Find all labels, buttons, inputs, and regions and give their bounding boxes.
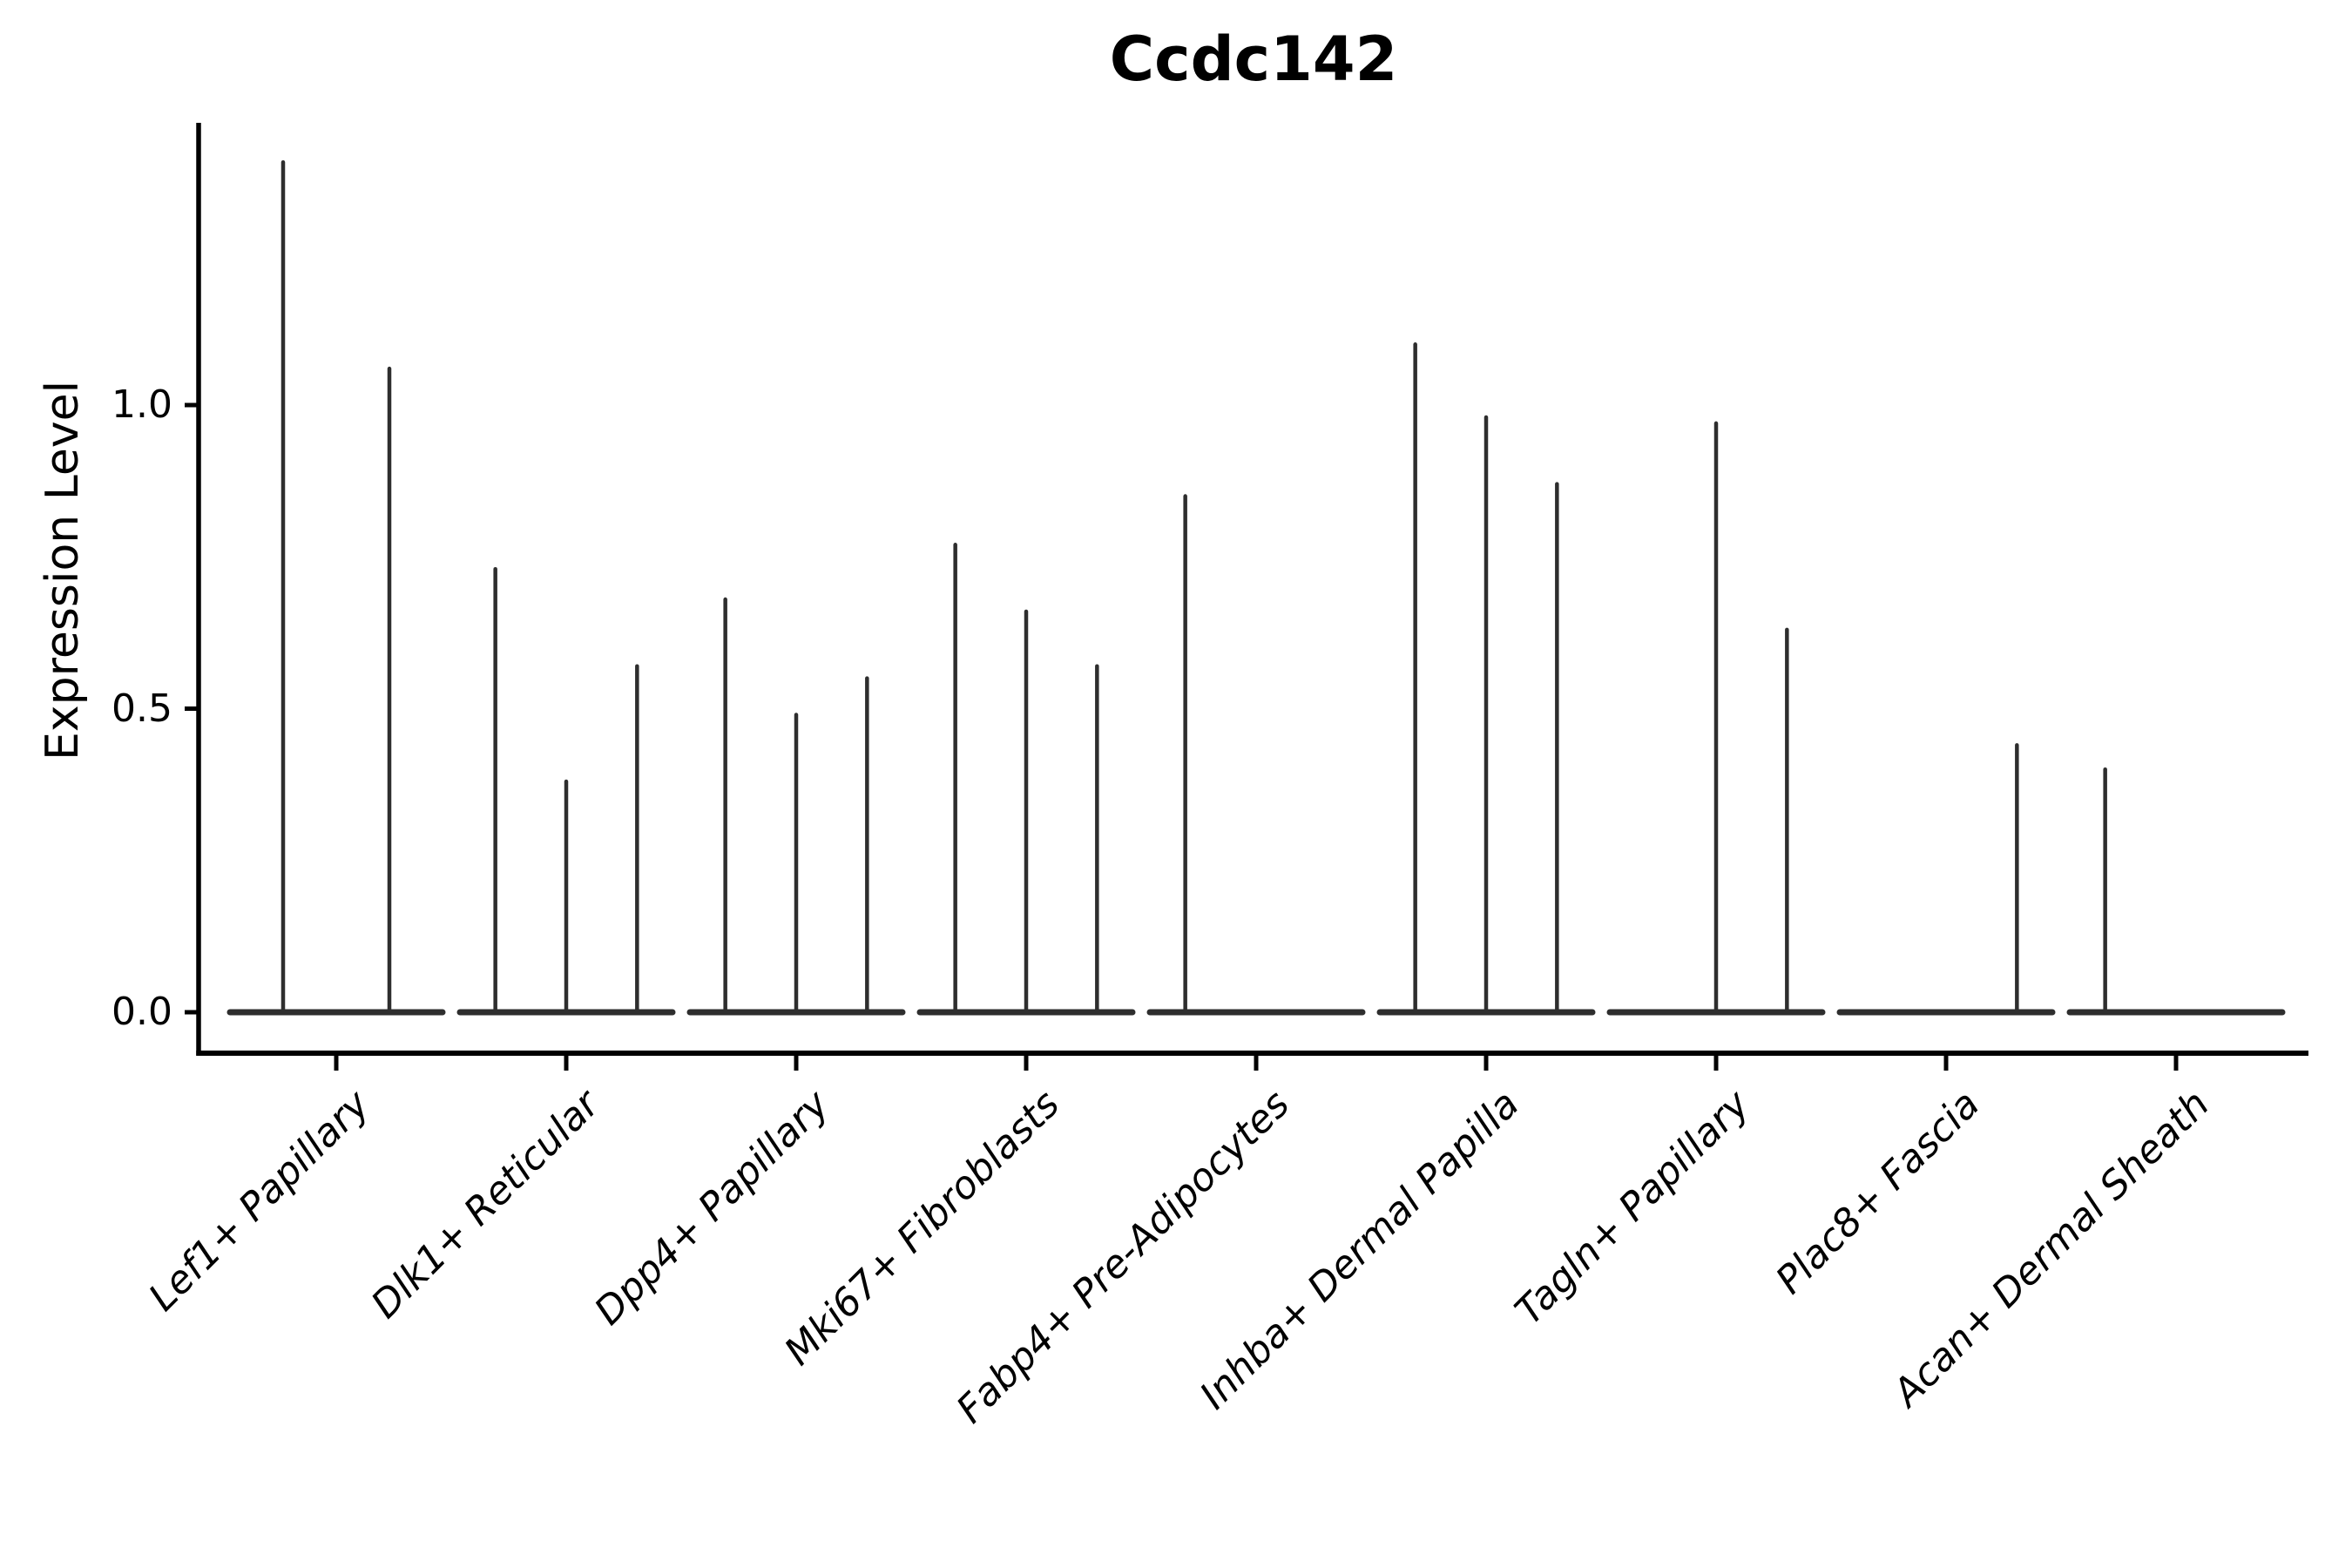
axes-layer (185, 123, 2308, 1071)
violin-layer (226, 159, 2286, 1016)
y-tick-label: 0.0 (112, 990, 172, 1034)
y-tick-label: 1.0 (112, 382, 172, 427)
chart-title: Ccdc142 (1109, 24, 1398, 95)
y-tick-label: 0.5 (112, 686, 172, 731)
